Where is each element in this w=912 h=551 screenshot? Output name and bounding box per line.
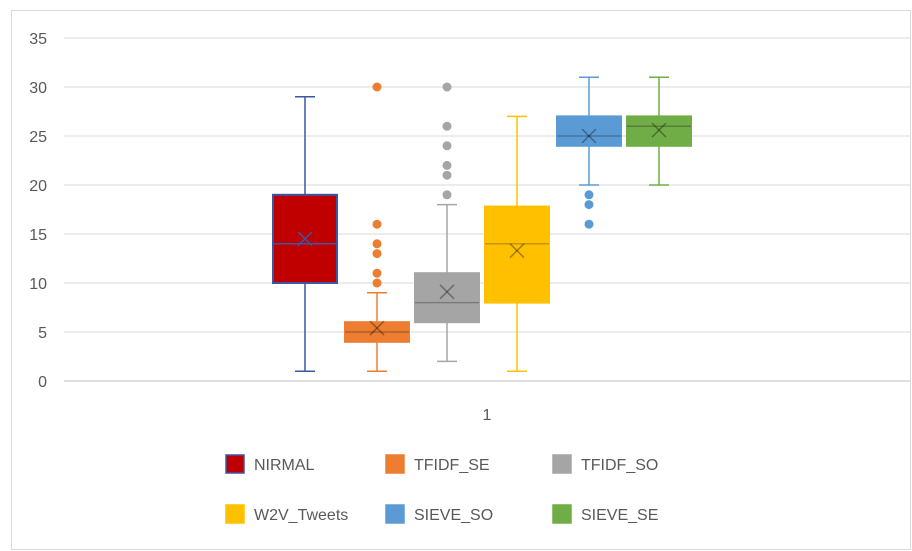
mean-marker <box>509 243 525 259</box>
legend: NIRMAL TFIDF_SE TFIDF_SO W2V_Tweets SIEVE_SO… <box>225 454 658 524</box>
y-tick-label: 0 <box>38 374 47 391</box>
x-category-label: 1 <box>483 407 492 424</box>
legend-label: SIEVE_SO <box>414 507 493 524</box>
mean-marker <box>651 122 667 138</box>
legend-swatch <box>385 454 405 474</box>
legend-item-sieve-so: SIEVE_SO <box>385 504 493 524</box>
legend-item-tfidf-se: TFIDF_SE <box>385 454 490 474</box>
box-nirmal <box>272 96 338 372</box>
x-axis: 1 <box>483 407 492 424</box>
y-tick-label: 10 <box>29 276 47 293</box>
outlier-point <box>372 239 382 249</box>
legend-swatch <box>225 504 245 524</box>
outlier-point <box>372 82 382 92</box>
y-tick-label: 5 <box>38 325 47 342</box>
outlier-point <box>584 200 594 210</box>
iqr-box <box>344 321 410 343</box>
outlier-point <box>372 219 382 229</box>
outlier-point <box>372 268 382 278</box>
outlier-point <box>584 219 594 229</box>
mean-marker <box>581 128 597 144</box>
legend-label: TFIDF_SO <box>581 457 658 474</box>
legend-swatch <box>385 504 405 524</box>
y-tick-label: 35 <box>29 31 47 48</box>
mean-marker <box>439 284 455 300</box>
outlier-point <box>442 82 452 92</box>
iqr-box <box>484 205 550 304</box>
mean-marker <box>369 320 385 336</box>
legend-swatch <box>225 454 245 474</box>
y-tick-label: 15 <box>29 227 47 244</box>
box-sieve-so <box>556 76 622 229</box>
iqr-box <box>626 115 692 147</box>
outlier-point <box>442 190 452 200</box>
box-sieve-se <box>626 76 692 186</box>
legend-label: TFIDF_SE <box>414 457 490 474</box>
outlier-point <box>442 141 452 151</box>
legend-label: W2V_Tweets <box>254 507 348 524</box>
legend-item-nirmal: NIRMAL <box>225 454 315 474</box>
outlier-point <box>442 170 452 180</box>
iqr-box <box>556 115 622 147</box>
legend-item-sieve-se: SIEVE_SE <box>552 504 658 524</box>
legend-item-w2v-tweets: W2V_Tweets <box>225 504 348 524</box>
legend-item-tfidf-so: TFIDF_SO <box>552 454 658 474</box>
outlier-point <box>584 190 594 200</box>
box-w2v-tweets <box>484 115 550 372</box>
gridlines <box>64 37 910 382</box>
mean-marker <box>297 231 313 247</box>
y-tick-label: 25 <box>29 129 47 146</box>
boxes <box>272 76 692 372</box>
legend-label: NIRMAL <box>254 457 315 474</box>
legend-label: SIEVE_SE <box>581 507 658 524</box>
y-tick-label: 30 <box>29 80 47 97</box>
outlier-point <box>372 278 382 288</box>
outlier-point <box>442 160 452 170</box>
box-tfidf-so <box>414 82 480 363</box>
iqr-box <box>414 272 480 324</box>
box-tfidf-se <box>344 82 410 372</box>
legend-swatch <box>552 454 572 474</box>
y-tick-label: 20 <box>29 178 47 195</box>
legend-swatch <box>552 504 572 524</box>
outlier-point <box>442 121 452 131</box>
outlier-point <box>372 249 382 259</box>
y-axis: 0 5 10 15 20 25 30 35 <box>29 31 47 391</box>
